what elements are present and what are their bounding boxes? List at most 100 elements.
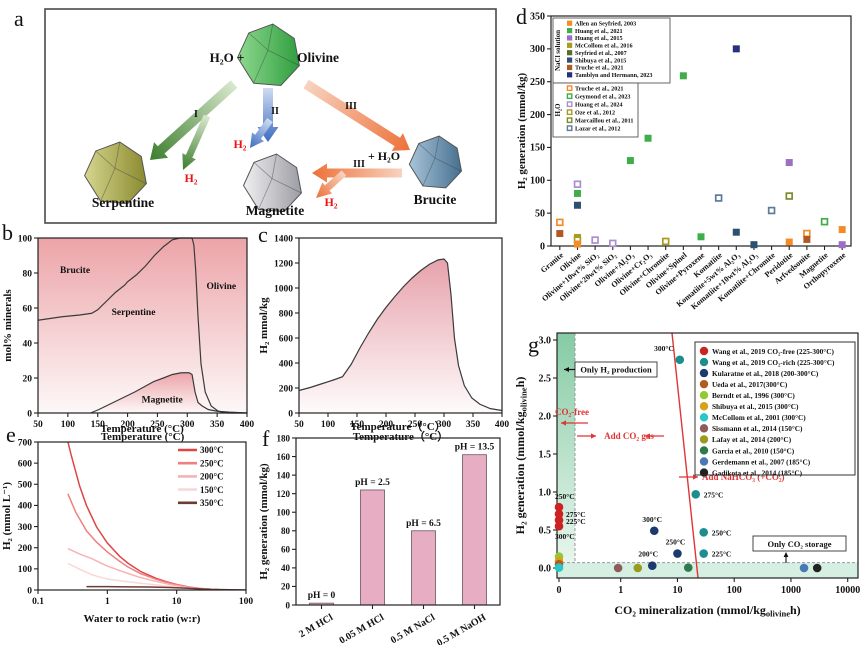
reaction-arrow: [316, 170, 347, 198]
legend-marker: [699, 424, 709, 433]
y-axis-label: H₂ generation (mmol/kgolivineh): [513, 377, 529, 535]
x-tick-label: 1: [618, 585, 623, 596]
only-storage-label: Only CO₂ storage: [768, 539, 832, 549]
add-nahco3-label: Add NaHCO₃ (+CO₂): [702, 472, 785, 482]
plot-border: [298, 237, 503, 414]
legend-entry-label: Gerdemann et al., 2007 (185°C): [712, 457, 811, 466]
y-tick-label: 100: [18, 565, 33, 575]
legend-entry-label: Berndt et al., 1996 (300°C): [712, 391, 795, 400]
reaction-arrow: [303, 79, 411, 151]
legend-entry-label: Shibuya et al., 2015 (300°C): [712, 402, 799, 411]
panel-label-c: c: [258, 222, 268, 247]
legend-marker: [567, 50, 573, 56]
y-tick-label: 3.0: [539, 336, 552, 347]
x-tick-label: 1: [105, 597, 110, 607]
step-iii-return-label: III: [353, 159, 365, 170]
y-tick-label: 40: [281, 563, 291, 573]
crystal-facet: [271, 153, 277, 179]
magnetite-region: [90, 372, 247, 413]
y-tick-label: 2.5: [539, 374, 552, 385]
reaction-arrow: [312, 163, 402, 183]
point-temp-label: 250°C: [666, 538, 686, 547]
annotation-arrowhead: [561, 420, 566, 426]
x-tick-label: 400: [240, 420, 255, 430]
category-label: 0.05 M HCl: [337, 612, 386, 645]
tspan: olivine: [766, 609, 790, 619]
legend-entry-label: Lafay et al., 2014 (200°C): [712, 435, 792, 444]
storage-band: [557, 562, 858, 578]
data-point-filled: [732, 228, 740, 236]
y-tick-label: 200: [279, 384, 294, 394]
y-tick-label: 0: [27, 409, 32, 419]
x-tick-label: 50: [294, 420, 304, 430]
x-tick-label: 300: [180, 420, 195, 430]
co2-free-label: CO₂-free: [555, 407, 589, 417]
data-point-filled: [556, 230, 564, 238]
crystal-facet: [418, 143, 436, 159]
point-temp-label: 200°C: [638, 550, 658, 559]
legend-entry-label: 200°C: [200, 472, 224, 482]
y-tick-label: 2.0: [539, 412, 552, 423]
panel-b-mineral-fraction-chart: 0 20 40 60 80 100 50 100 150 200 250 300 350 400 Bruci…: [2, 234, 255, 443]
data-point-filled: [838, 226, 846, 234]
data-point: [683, 563, 693, 572]
annotation-arrowhead: [645, 433, 650, 439]
y-tick-label: 1.0: [539, 488, 552, 499]
legend-entry-label: Truche et al., 2021: [575, 65, 624, 72]
y-tick-label: 20: [23, 374, 33, 384]
annotation-arrowhead: [693, 474, 698, 480]
reaction-arrow: [182, 114, 211, 170]
x-tick-label: 0: [557, 585, 562, 596]
panel-label-f: f: [262, 426, 270, 451]
x-tick-label: 10: [672, 585, 682, 596]
magnetite-label: Magnetite: [246, 203, 304, 218]
y-tick-label: 0: [286, 600, 291, 610]
data-point-open: [820, 217, 829, 226]
panel-g-co2-h2-scatter: 0.0 0.5 1.0 1.5 2.0 2.5 3.0 0 1 10 100 1000 10000 Onl…: [513, 332, 860, 619]
legend-entry-label: McCollom et al., 2016: [575, 43, 633, 50]
crystal-facet: [434, 135, 440, 159]
y-tick-label: 0: [288, 409, 293, 419]
h2-curve: [298, 258, 503, 412]
plot-border: [37, 441, 247, 591]
x-tick-label: 100: [321, 420, 336, 430]
bar-ph-label: pH = 6.5: [406, 519, 441, 529]
y-tick-label: 300: [530, 44, 545, 55]
legend-marker: [567, 20, 573, 26]
data-point-open: [661, 237, 670, 246]
plot-border: [295, 437, 501, 606]
panel-label-e: e: [6, 422, 16, 447]
regime-divider-line: [671, 332, 699, 579]
y-tick-label: 160: [277, 452, 291, 462]
tspan: h): [790, 603, 801, 617]
annotation-arrowhead: [591, 433, 596, 439]
data-point-open: [714, 194, 723, 202]
x-tick-label: 400: [495, 420, 510, 430]
y-tick-label: 600: [18, 459, 33, 469]
legend-entry-label: Ueda et al., 2017(300°C): [712, 380, 788, 389]
data-point-open: [767, 206, 776, 215]
data-point-open: [556, 218, 564, 227]
legend-entry-label: Huang et al., 2021: [575, 28, 623, 35]
magnetite-crystal: [242, 153, 302, 213]
data-point-open: [609, 239, 617, 248]
legend-box: [694, 341, 856, 476]
step-ii-label: II: [271, 106, 279, 117]
y-axis-label: H₂ (mmol L⁻¹): [1, 482, 13, 550]
data-point: [799, 563, 809, 573]
data-point-filled: [573, 189, 581, 197]
legend-marker: [566, 93, 573, 100]
y-tick-label: 200: [530, 110, 545, 121]
panel-d-h2-by-rock-scatter: 050100150200250300350GraniteOlivineOlivi…: [516, 11, 852, 311]
category-label: 0.5 M NaCl: [389, 612, 437, 645]
y-tick-label: 100: [277, 508, 291, 518]
legend-entry-label: Wang et al., 2019 CO₂-free (225-300°C): [712, 347, 834, 356]
x-tick-label: 200: [120, 420, 135, 430]
y-axis-label: mol% minerals: [2, 289, 14, 362]
legend-marker: [699, 368, 709, 378]
y-tick-label: 20: [281, 582, 291, 592]
bar: [360, 489, 385, 606]
panel-label-b: b: [2, 220, 13, 245]
legend-entry-label: Huang et al., 2024: [575, 101, 623, 108]
